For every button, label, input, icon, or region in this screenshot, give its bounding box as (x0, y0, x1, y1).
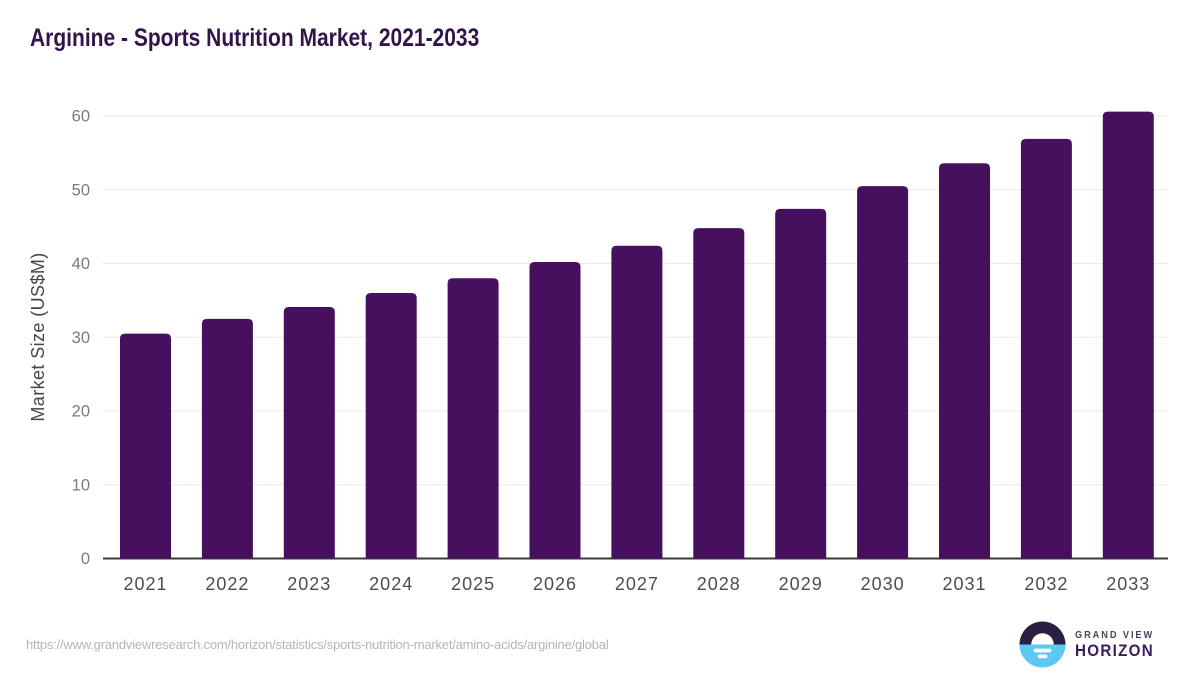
bar-2021 (120, 333, 171, 559)
y-tick-label: 40 (72, 255, 90, 273)
y-tick-label: 20 (72, 403, 90, 421)
x-tick-label: 2024 (369, 574, 413, 594)
y-tick-labels: 0 10 20 30 40 50 60 (72, 108, 90, 569)
y-tick-label: 60 (72, 108, 90, 126)
brand-logo: GRAND VIEW HORIZON (1019, 621, 1161, 668)
bar-2031 (939, 163, 990, 559)
x-tick-label: 2033 (1106, 574, 1150, 594)
x-tick-label: 2032 (1024, 574, 1068, 594)
x-tick-label: 2023 (287, 574, 331, 594)
bar-2025 (447, 278, 499, 559)
bar-2033 (1102, 111, 1154, 559)
y-tick-label: 0 (81, 550, 90, 568)
y-tick-label: 10 (72, 476, 90, 494)
bar-2027 (611, 245, 663, 559)
x-tick-label: 2031 (942, 574, 986, 594)
bars (120, 111, 1154, 559)
bar-2022 (201, 318, 253, 559)
x-tick-label: 2030 (861, 574, 905, 594)
x-tick-label: 2026 (533, 574, 577, 594)
bar-2029 (775, 208, 827, 559)
bar-2030 (857, 186, 909, 559)
source-url: https://www.grandviewresearch.com/horizo… (26, 637, 609, 652)
y-tick-label: 30 (72, 329, 90, 347)
grand-view-horizon-logo-icon (1019, 621, 1066, 668)
x-tick-label: 2029 (779, 574, 823, 594)
x-tick-label: 2028 (697, 574, 741, 594)
footer: https://www.grandviewresearch.com/horizo… (0, 613, 1200, 675)
x-tick-label: 2022 (205, 574, 249, 594)
brand-name-bottom: HORIZON (1075, 642, 1155, 660)
x-tick-label: 2025 (451, 574, 495, 594)
chart-title: Arginine - Sports Nutrition Market, 2021… (30, 24, 480, 52)
bar-2026 (529, 262, 581, 559)
x-tick-label: 2021 (123, 574, 167, 594)
y-axis-label: Market Size (US$M) (28, 252, 48, 421)
brand-text: GRAND VIEW HORIZON (1075, 629, 1161, 660)
x-tick-labels: 2021 2022 2023 2024 2025 2026 2027 2028 2029 2030… (123, 574, 1150, 594)
bar-2024 (365, 293, 417, 559)
x-tick-label: 2027 (615, 574, 659, 594)
y-tick-label: 50 (72, 181, 90, 199)
bar-2032 (1020, 138, 1072, 559)
bar-2023 (283, 307, 335, 559)
brand-name-top: GRAND VIEW (1075, 630, 1155, 641)
bar-2028 (693, 228, 745, 559)
